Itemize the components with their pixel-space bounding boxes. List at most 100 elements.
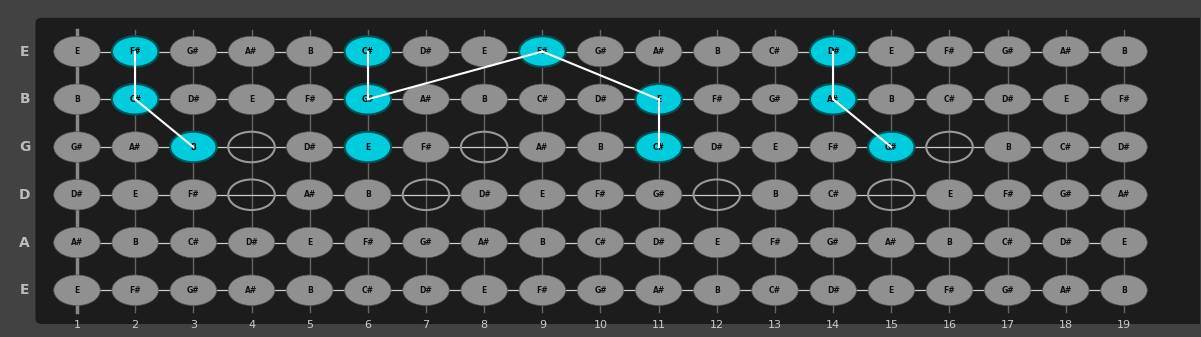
Text: D#: D# [1002,95,1014,104]
Text: 9: 9 [539,319,546,330]
Text: A#: A# [827,95,839,104]
Ellipse shape [985,275,1030,306]
Text: B: B [889,95,895,104]
Ellipse shape [809,180,856,210]
Ellipse shape [809,227,856,258]
Text: G#: G# [885,143,897,152]
Text: C#: C# [652,143,664,152]
Text: A#: A# [885,238,897,247]
Ellipse shape [985,180,1030,210]
Ellipse shape [112,180,159,210]
Ellipse shape [402,227,449,258]
Text: F#: F# [944,47,955,56]
Ellipse shape [402,275,449,306]
Ellipse shape [345,275,392,306]
Text: F#: F# [130,286,141,295]
Ellipse shape [286,84,333,115]
Ellipse shape [1042,227,1089,258]
Ellipse shape [461,227,508,258]
Text: 12: 12 [710,319,724,330]
Ellipse shape [752,84,799,115]
Text: 3: 3 [190,319,197,330]
Ellipse shape [1101,84,1147,115]
Ellipse shape [578,227,623,258]
Text: F#: F# [944,286,955,295]
Ellipse shape [112,84,159,115]
FancyBboxPatch shape [34,16,1201,326]
Text: E: E [20,283,29,297]
Text: B: B [713,286,719,295]
Ellipse shape [228,84,275,115]
Text: D#: D# [245,238,258,247]
Text: D#: D# [419,47,432,56]
Text: C#: C# [769,47,781,56]
Ellipse shape [985,36,1030,67]
Ellipse shape [868,132,915,162]
Text: E: E [365,143,370,152]
Ellipse shape [402,132,449,162]
Text: D#: D# [71,190,83,199]
Text: B: B [713,47,719,56]
Text: F#: F# [1118,95,1130,104]
Text: G#: G# [652,190,665,199]
Text: D#: D# [711,143,723,152]
Text: B: B [365,190,371,199]
Text: C#: C# [769,286,781,295]
Ellipse shape [693,84,740,115]
Text: G#: G# [594,47,607,56]
Ellipse shape [809,36,856,67]
Ellipse shape [54,132,100,162]
Ellipse shape [752,227,799,258]
Text: E: E [1063,95,1069,104]
Text: A#: A# [1059,47,1072,56]
Ellipse shape [926,84,973,115]
Text: F#: F# [711,95,723,104]
Ellipse shape [345,36,392,67]
Text: F#: F# [827,143,839,152]
Text: E: E [889,286,894,295]
Text: E: E [249,95,255,104]
Text: C#: C# [130,95,142,104]
Text: 18: 18 [1059,319,1072,330]
Ellipse shape [1101,275,1147,306]
Text: B: B [1121,286,1127,295]
Ellipse shape [1042,84,1089,115]
Text: E: E [889,47,894,56]
Text: 7: 7 [423,319,430,330]
Text: D: D [19,188,30,202]
Ellipse shape [519,180,566,210]
Text: E: E [482,47,486,56]
Ellipse shape [1101,132,1147,162]
Ellipse shape [461,275,508,306]
Ellipse shape [635,275,682,306]
Ellipse shape [926,36,973,67]
Ellipse shape [926,180,973,210]
Ellipse shape [519,227,566,258]
Text: C#: C# [537,95,549,104]
Text: 4: 4 [247,319,255,330]
Text: D#: D# [652,238,665,247]
Text: E: E [74,47,79,56]
Ellipse shape [985,84,1030,115]
Ellipse shape [635,84,682,115]
Ellipse shape [519,275,566,306]
Ellipse shape [345,132,392,162]
Ellipse shape [228,275,275,306]
Text: E: E [946,190,952,199]
Ellipse shape [345,227,392,258]
Ellipse shape [171,227,216,258]
Text: D#: D# [304,143,316,152]
Ellipse shape [286,227,333,258]
Ellipse shape [752,36,799,67]
Ellipse shape [286,36,333,67]
Ellipse shape [1101,227,1147,258]
Ellipse shape [112,132,159,162]
Ellipse shape [461,84,508,115]
Text: E: E [20,44,29,59]
Text: F#: F# [537,286,548,295]
Ellipse shape [286,132,333,162]
Text: E: E [772,143,777,152]
Text: D#: D# [1118,143,1130,152]
Text: F#: F# [187,190,199,199]
Ellipse shape [286,275,333,306]
